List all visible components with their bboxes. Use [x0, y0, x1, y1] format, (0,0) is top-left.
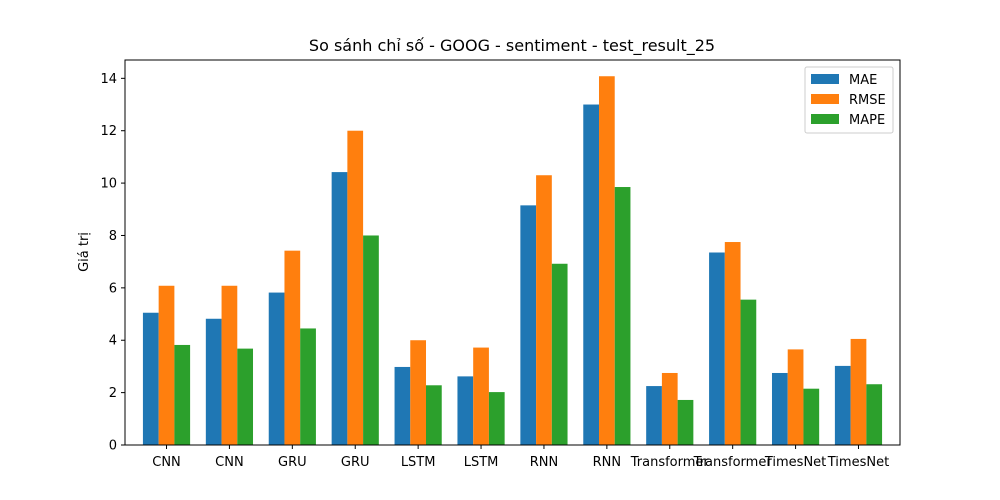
bar-rmse-5 — [473, 347, 489, 445]
legend: MAE RMSE MAPE — [804, 66, 894, 134]
bar-mae-5 — [457, 376, 474, 445]
bar-rmse-1 — [221, 285, 238, 445]
bar-mae-2 — [268, 292, 285, 445]
x-tick-label: LSTM — [464, 455, 499, 470]
y-tick-label: 10 — [100, 177, 117, 192]
x-tick-label: RNN — [530, 455, 558, 470]
legend-label-mae: MAE — [849, 73, 877, 88]
y-tick-label: 0 — [109, 439, 117, 454]
y-tick-label: 6 — [109, 281, 117, 296]
chart-title: So sánh chỉ số - GOOG - sentiment - test… — [309, 36, 715, 56]
x-tick-label: TimesNet — [764, 455, 826, 470]
bar-mape-11 — [866, 384, 883, 445]
bar-mape-7 — [614, 187, 631, 445]
bar-mape-8 — [677, 399, 694, 445]
bar-rmse-0 — [158, 285, 175, 445]
legend-swatch-rmse — [811, 94, 839, 104]
bar-mae-0 — [142, 312, 159, 445]
y-tick-label: 12 — [100, 124, 117, 139]
bar-rmse-4 — [410, 340, 427, 445]
y-axis-label: Giá trị — [77, 232, 92, 272]
bar-rmse-8 — [661, 372, 678, 445]
x-tick-label: RNN — [593, 455, 621, 470]
x-tick-label: CNN — [152, 455, 181, 470]
legend-swatch-mape — [811, 114, 839, 124]
bar-mape-9 — [740, 299, 757, 445]
bar-mape-4 — [426, 385, 442, 445]
bar-mape-1 — [237, 348, 254, 445]
y-tick-label: 4 — [109, 334, 117, 349]
y-tick-label: 14 — [100, 72, 117, 87]
x-tick-label: TimesNet — [827, 455, 889, 470]
bar-mae-8 — [646, 386, 662, 445]
y-tick-label: 8 — [109, 229, 117, 244]
y-axis: 0 2 4 6 8 10 12 14 — [100, 72, 125, 454]
y-tick-label: 2 — [109, 386, 117, 401]
bar-mape-10 — [803, 388, 820, 445]
bar-mape-5 — [488, 392, 505, 445]
plot-frame — [124, 59, 901, 446]
x-tick-label: CNN — [215, 455, 244, 470]
x-tick-label: GRU — [341, 455, 370, 470]
bar-mape-3 — [363, 235, 379, 445]
bars-group — [142, 76, 883, 446]
legend-label-rmse: RMSE — [849, 93, 886, 108]
legend-label-mape: MAPE — [849, 113, 885, 128]
bar-rmse-9 — [724, 242, 741, 445]
x-tick-label: GRU — [278, 455, 307, 470]
bar-mape-2 — [300, 328, 316, 445]
bar-rmse-3 — [347, 130, 364, 445]
bar-mape-0 — [174, 344, 191, 445]
bar-mae-9 — [709, 252, 725, 445]
bar-mae-4 — [394, 366, 411, 445]
bar-mae-6 — [520, 205, 537, 445]
x-tick-label: Transformer — [693, 455, 773, 470]
bar-mae-1 — [205, 318, 222, 445]
x-tick-label: Transformer — [630, 455, 710, 470]
bar-rmse-7 — [598, 76, 615, 445]
bar-mae-10 — [771, 372, 788, 445]
x-tick-label: LSTM — [401, 455, 436, 470]
bar-rmse-10 — [787, 349, 804, 445]
bar-rmse-2 — [284, 250, 301, 445]
legend-swatch-mae — [811, 74, 839, 84]
bar-mape-6 — [551, 263, 568, 445]
bar-mae-3 — [331, 172, 348, 445]
bar-rmse-11 — [850, 338, 867, 445]
bar-rmse-6 — [536, 175, 552, 445]
bar-mae-11 — [834, 365, 851, 445]
x-axis: CNN CNN GRU GRU LSTM LSTM RNN RNN TransformerTra… — [152, 445, 889, 470]
bar-mae-7 — [583, 104, 599, 446]
